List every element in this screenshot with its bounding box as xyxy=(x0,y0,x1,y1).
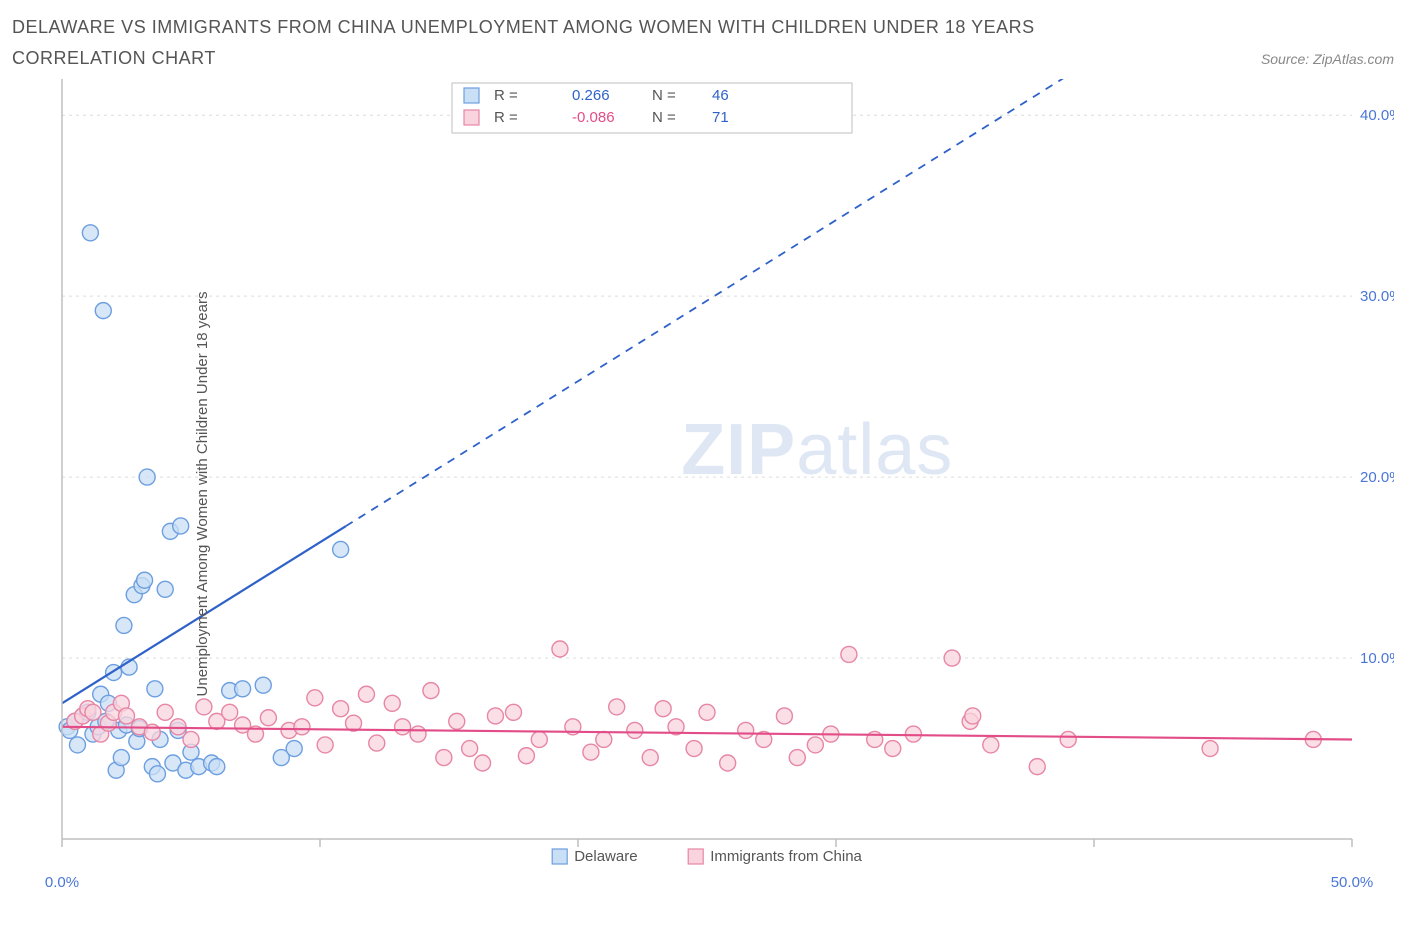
svg-text:0.0%: 0.0% xyxy=(45,874,79,891)
svg-text:71: 71 xyxy=(712,109,729,126)
svg-text:N =: N = xyxy=(652,109,676,126)
svg-text:40.0%: 40.0% xyxy=(1360,107,1394,124)
svg-text:R =: R = xyxy=(494,109,518,126)
svg-text:Delaware: Delaware xyxy=(574,848,637,865)
chart-title: DELAWARE VS IMMIGRANTS FROM CHINA UNEMPL… xyxy=(12,12,1112,73)
source-label: Source: ZipAtlas.com xyxy=(1261,51,1394,73)
svg-text:R =: R = xyxy=(494,87,518,104)
svg-text:ZIPatlas: ZIPatlas xyxy=(681,410,953,490)
svg-text:20.0%: 20.0% xyxy=(1360,469,1394,486)
svg-text:46: 46 xyxy=(712,87,729,104)
svg-text:N =: N = xyxy=(652,87,676,104)
svg-text:0.266: 0.266 xyxy=(572,87,610,104)
svg-text:-0.086: -0.086 xyxy=(572,109,615,126)
svg-text:Immigrants from China: Immigrants from China xyxy=(710,848,862,865)
correlation-scatter-chart: 10.0% 20.0% 30.0% 40.0% ZIPatlas 0.0% 50.0% R =… xyxy=(12,79,1394,909)
svg-text:50.0%: 50.0% xyxy=(1331,874,1374,891)
svg-text:30.0%: 30.0% xyxy=(1360,288,1394,305)
svg-text:10.0%: 10.0% xyxy=(1360,650,1394,667)
y-axis-label: Unemployment Among Women with Children U… xyxy=(194,292,211,697)
